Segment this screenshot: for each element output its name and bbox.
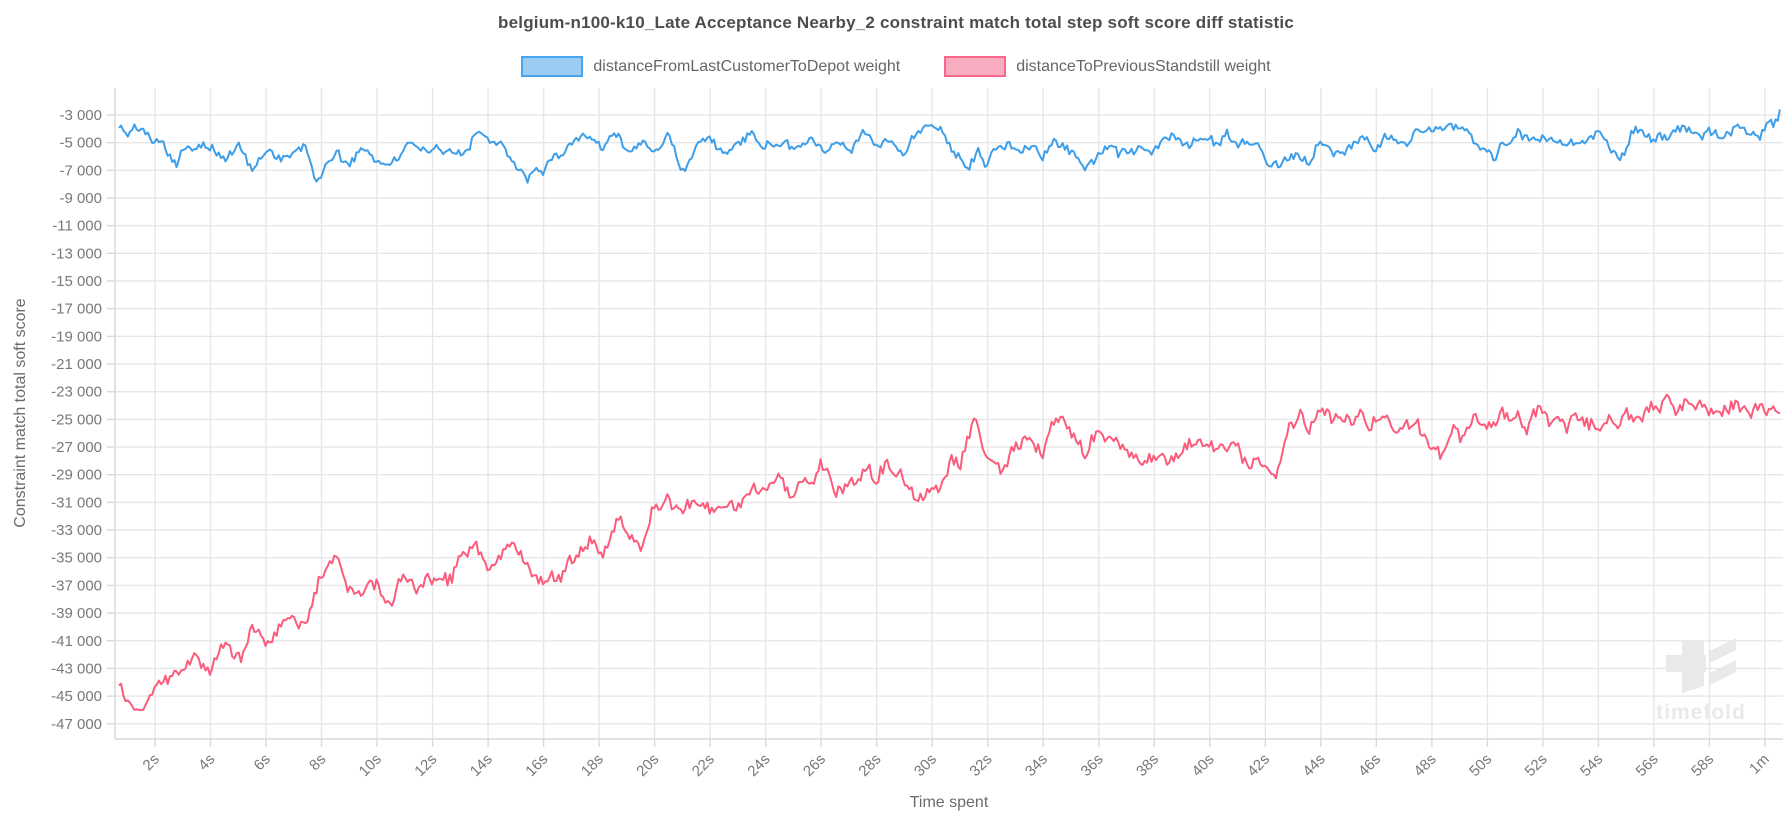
x-tick-label: 38s [1133, 751, 1162, 780]
x-tick-label: 28s [855, 751, 884, 780]
y-tick-label: -9 000 [59, 190, 102, 207]
x-tick-label: 54s [1577, 751, 1606, 780]
x-tick-label: 56s [1633, 751, 1662, 780]
legend-swatch-blue [521, 56, 584, 77]
y-tick-label: -45 000 [51, 688, 102, 705]
x-tick-label: 4s [195, 751, 218, 774]
x-tick-label: 32s [966, 751, 995, 780]
series-line-distance-from-last-customer-to-depot [118, 109, 1781, 184]
x-tick-label: 48s [1411, 751, 1440, 780]
y-tick-label: -17 000 [51, 301, 102, 318]
x-tick-label: 10s [356, 751, 385, 780]
y-tick-label: -35 000 [51, 550, 102, 567]
x-tick-label: 40s [1189, 751, 1218, 780]
y-tick-label: -19 000 [51, 328, 102, 345]
x-tick-label: 14s [467, 751, 496, 780]
x-tick-label: 52s [1522, 751, 1551, 780]
x-tick-label: 24s [744, 751, 773, 780]
y-tick-label: -37 000 [51, 577, 102, 594]
x-tick-label: 18s [578, 751, 607, 780]
x-tick-label: 30s [911, 751, 940, 780]
y-tick-label: -31 000 [51, 494, 102, 511]
timefold-logo-icon [1710, 660, 1736, 685]
x-tick-label: 16s [522, 751, 551, 780]
x-tick-label: 44s [1300, 751, 1329, 780]
y-tick-label: -41 000 [51, 633, 102, 650]
y-tick-label: -15 000 [51, 273, 102, 290]
y-tick-label: -11 000 [52, 218, 102, 235]
x-tick-label: 58s [1688, 751, 1717, 780]
y-tick-label: -23 000 [51, 384, 102, 401]
x-tick-label: 36s [1078, 751, 1107, 780]
y-tick-label: -29 000 [51, 467, 102, 484]
x-tick-label: 34s [1022, 751, 1051, 780]
chart-title: belgium-n100-k10_Late Acceptance Nearby_… [498, 13, 1294, 32]
y-axis-title: Constraint match total soft score [12, 298, 29, 528]
x-axis-title: Time spent [909, 794, 989, 811]
legend-swatch-pink [944, 56, 1007, 77]
x-tick-label: 1m [1746, 751, 1773, 778]
y-tick-label: -25 000 [51, 411, 102, 428]
x-tick-label: 22s [689, 751, 718, 780]
y-tick-label: -5 000 [59, 135, 102, 152]
x-tick-label: 42s [1244, 751, 1273, 780]
x-tick-label: 20s [633, 751, 662, 780]
x-tick-label: 50s [1466, 751, 1495, 780]
x-tick-label: 8s [306, 751, 329, 774]
watermark-text: timefold [1656, 701, 1746, 724]
legend-item-distance-to-previous-standstill[interactable]: distanceToPreviousStandstill weight [944, 56, 1271, 77]
y-tick-label: -47 000 [51, 716, 102, 733]
y-tick-label: -21 000 [51, 356, 102, 373]
series-line-distance-to-previous-standstill [118, 393, 1781, 711]
x-tick-label: 2s [140, 751, 163, 774]
y-tick-label: -33 000 [51, 522, 102, 539]
y-tick-label: -43 000 [51, 660, 102, 677]
y-tick-label: -3 000 [59, 107, 102, 124]
x-tick-label: 26s [800, 751, 829, 780]
legend-label: distanceToPreviousStandstill weight [1016, 57, 1271, 75]
y-tick-label: -27 000 [51, 439, 102, 456]
chart-legend: distanceFromLastCustomerToDepot weight d… [0, 56, 1792, 77]
timefold-logo-icon [1682, 640, 1704, 693]
y-tick-label: -39 000 [51, 605, 102, 622]
y-tick-label: -7 000 [59, 162, 102, 179]
legend-item-distance-from-last-customer-to-depot[interactable]: distanceFromLastCustomerToDepot weight [521, 56, 900, 77]
timefold-logo-icon [1710, 638, 1736, 663]
x-tick-label: 6s [251, 751, 274, 774]
x-tick-label: 46s [1355, 751, 1384, 780]
legend-label: distanceFromLastCustomerToDepot weight [593, 57, 901, 75]
y-tick-label: -13 000 [51, 245, 102, 262]
x-tick-label: 12s [411, 751, 440, 780]
